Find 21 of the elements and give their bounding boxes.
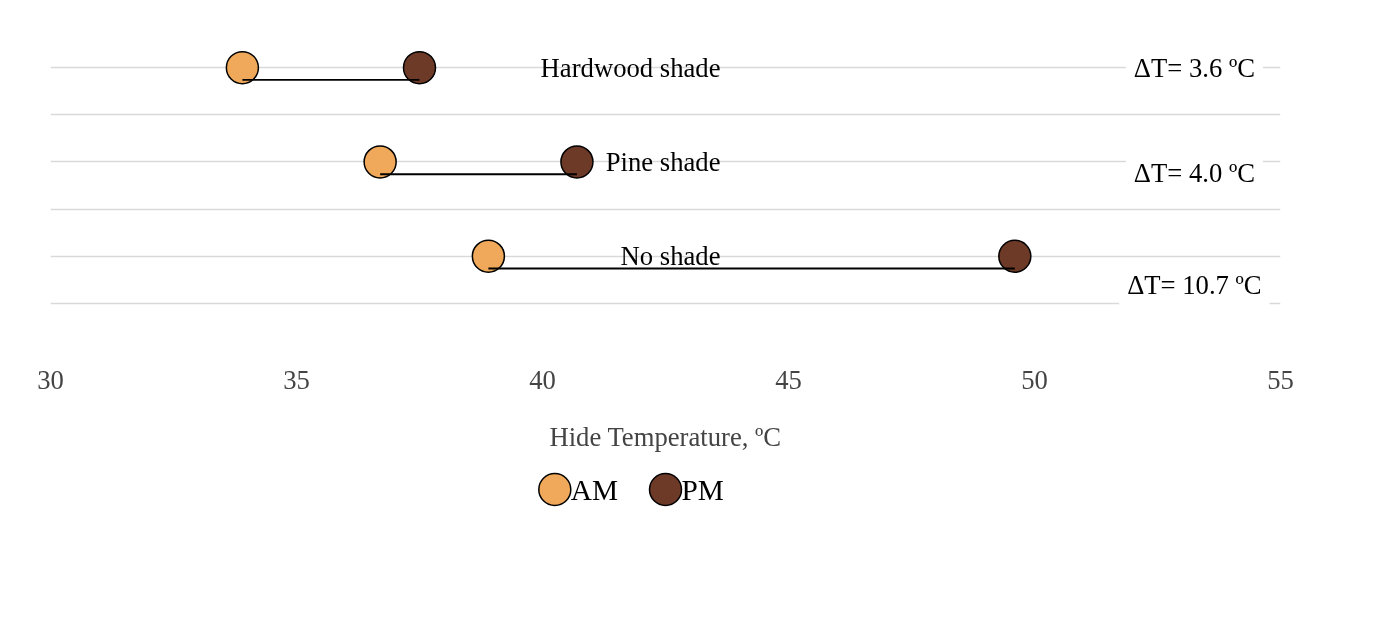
point	[225, 50, 260, 85]
y-tick-label: No shade	[620, 241, 721, 272]
x-tick-label: 45	[775, 364, 802, 395]
point	[363, 145, 397, 179]
x-tick-label: 55	[1267, 364, 1294, 395]
point	[560, 145, 594, 179]
x-tick-label: 30	[37, 364, 64, 395]
legend-label: AM	[570, 473, 619, 506]
x-tick-label: 35	[283, 364, 310, 395]
x-axis-title: Hide Temperature, ºC	[549, 421, 782, 452]
annotation: ΔT= 10.7 ºC	[1127, 269, 1262, 300]
annotation: ΔT= 3.6 ºC	[1133, 52, 1255, 83]
y-tick-label: Pine shade	[605, 146, 721, 177]
annotation: ΔT= 4.0 ºC	[1133, 158, 1255, 189]
x-tick-label: 40	[529, 364, 556, 395]
y-tick-label: Hardwood shade	[540, 52, 721, 83]
x-tick-label: 50	[1021, 364, 1048, 395]
point	[471, 239, 506, 273]
point	[402, 50, 437, 85]
point	[998, 239, 1032, 273]
legend-label: PM	[681, 473, 724, 506]
